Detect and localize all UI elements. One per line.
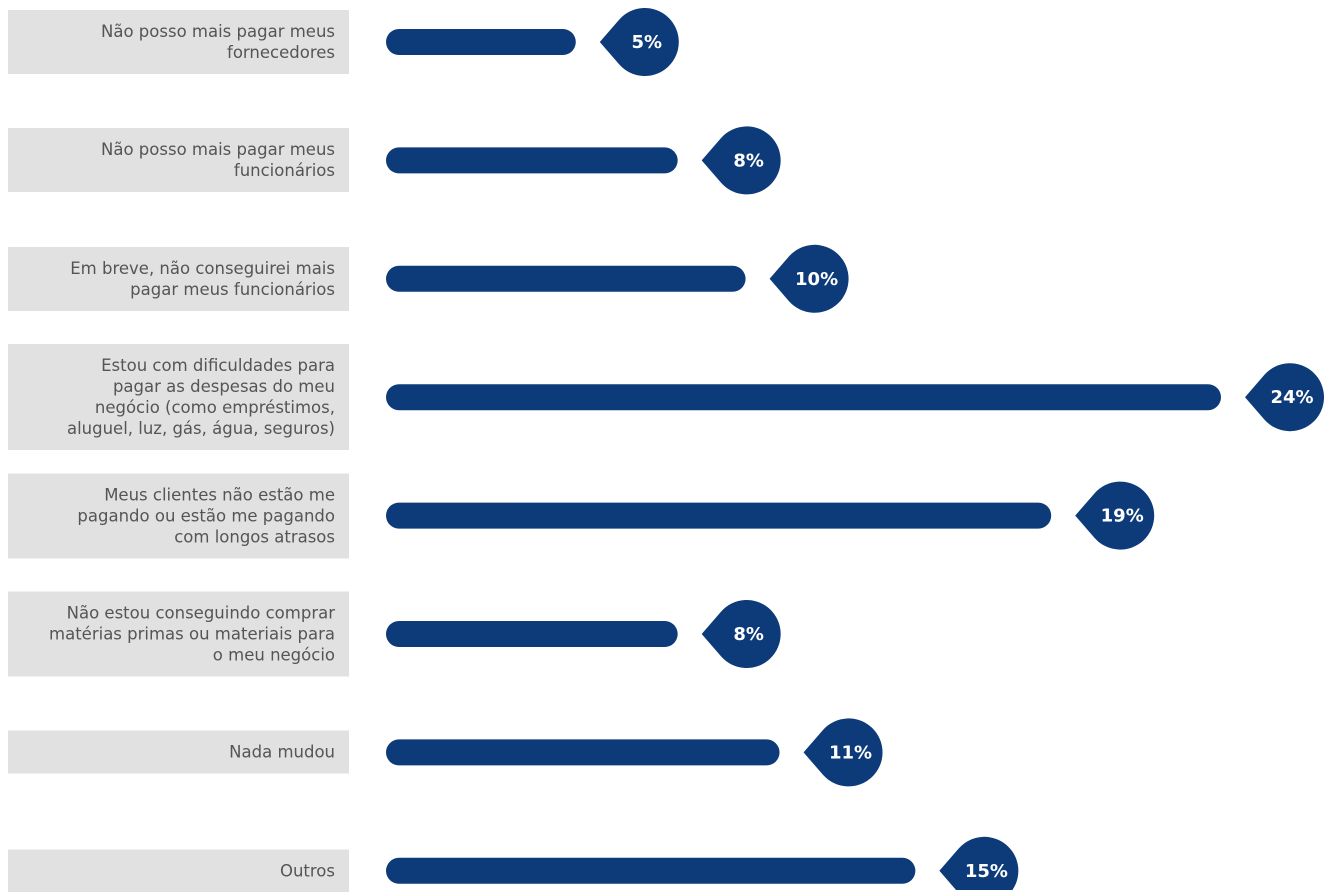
- value-marker: [701, 126, 781, 195]
- category-label: Em breve, não conseguirei mais pagar meu…: [8, 246, 349, 311]
- value-marker: [769, 244, 849, 313]
- category-label: Não estou conseguindo comprar matérias p…: [8, 591, 349, 677]
- value-marker: [1075, 481, 1155, 550]
- value-marker: [939, 836, 1019, 890]
- category-label: Outros: [8, 849, 349, 892]
- bar: [386, 502, 1052, 529]
- bar: [386, 265, 746, 292]
- bar: [386, 147, 678, 174]
- value-marker: [803, 718, 883, 787]
- value-label: 10%: [795, 269, 838, 290]
- value-marker: [1245, 363, 1325, 432]
- value-label: 19%: [1101, 506, 1144, 527]
- bar: [386, 621, 678, 647]
- value-marker: [701, 600, 781, 668]
- value-label: 8%: [733, 150, 764, 171]
- category-label: Nada mudou: [8, 730, 349, 774]
- category-label: Estou com dificuldades para pagar as des…: [8, 344, 349, 451]
- value-label: 15%: [965, 861, 1008, 882]
- value-label: 8%: [733, 624, 764, 645]
- bar: [386, 29, 576, 55]
- category-label: Não posso mais pagar meus fornecedores: [8, 10, 349, 74]
- category-label: Meus clientes não estão me pagando ou es…: [8, 473, 349, 559]
- bar: [386, 739, 780, 766]
- value-marker: [599, 7, 679, 77]
- bar: [386, 857, 916, 884]
- value-label: 11%: [829, 742, 872, 763]
- bar: [386, 384, 1221, 411]
- value-label: 5%: [632, 32, 663, 53]
- value-label: 24%: [1270, 387, 1313, 408]
- category-label: Não posso mais pagar meus funcionários: [8, 128, 349, 193]
